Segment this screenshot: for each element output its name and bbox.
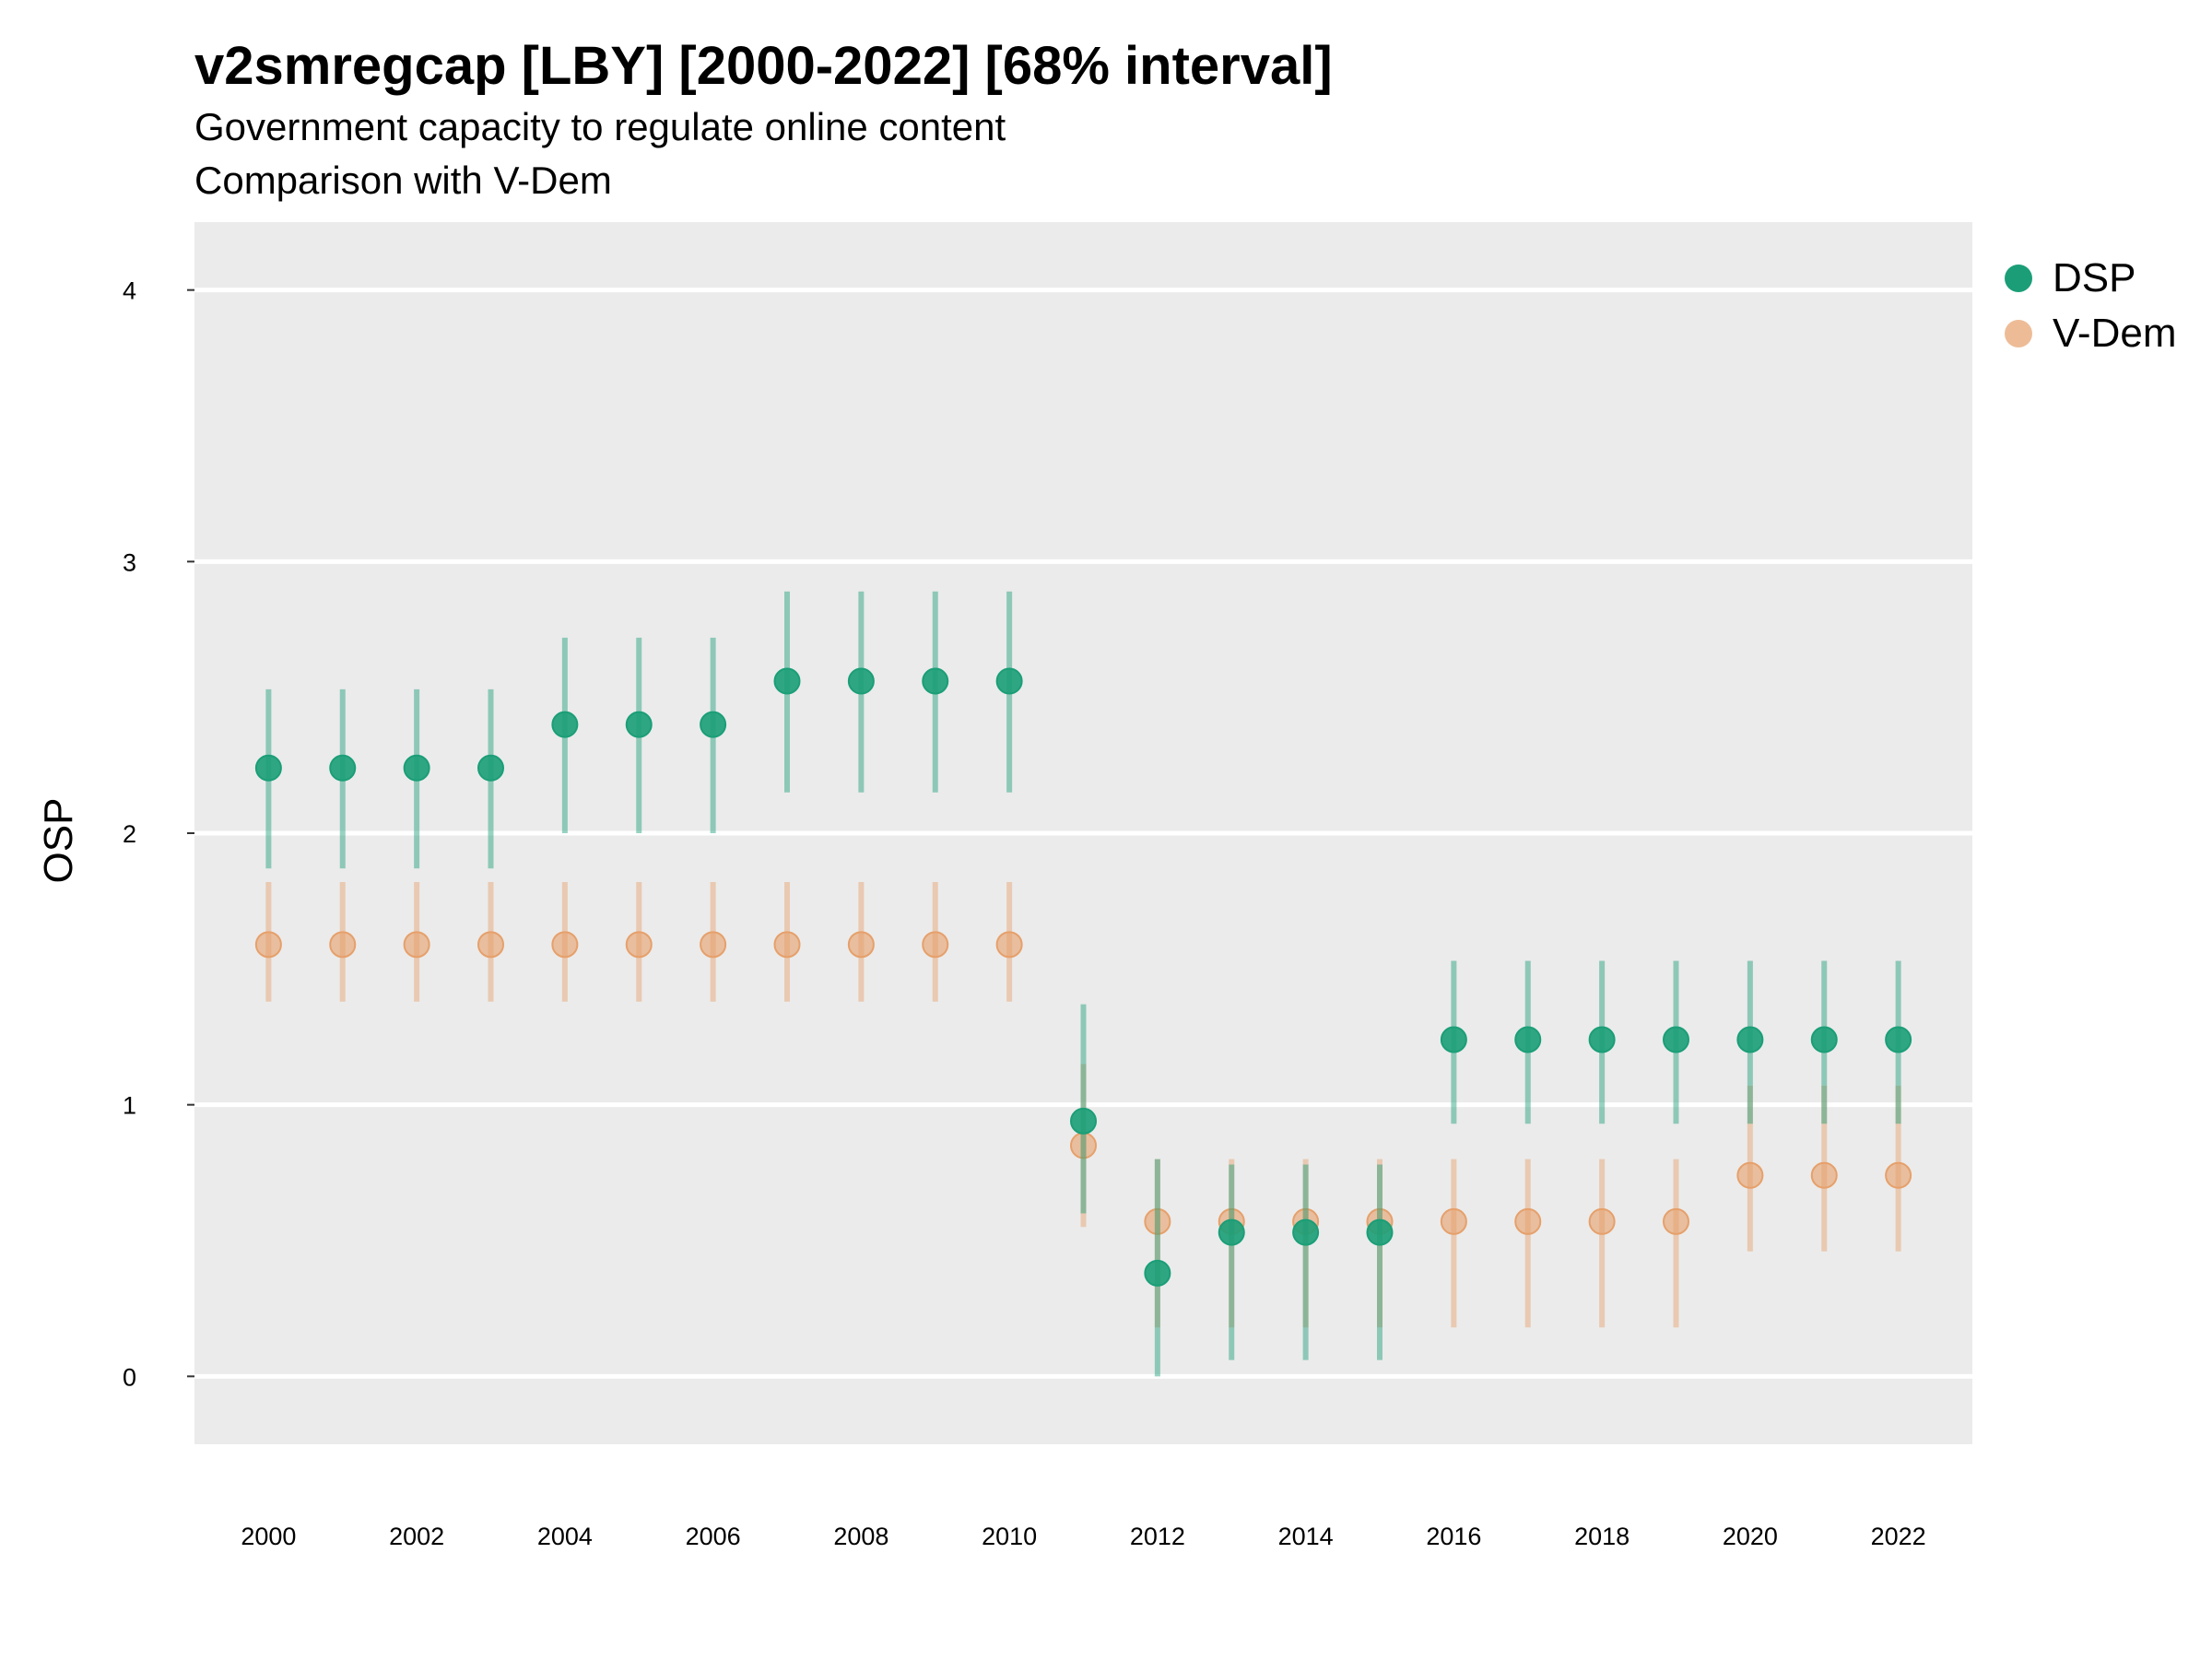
x-tick-label: 2018 [1574,1523,1630,1550]
legend-item-vdem: V-Dem [2005,306,2176,361]
x-tick-label: 2010 [982,1523,1037,1550]
point-vdem [477,931,504,959]
x-tick-label: 2016 [1426,1523,1481,1550]
y-tick-label: 1 [123,1092,136,1120]
grid-lines [194,288,1972,1379]
point-dsp [1514,1026,1542,1053]
point-vdem [1514,1207,1542,1235]
x-tick-label: 2006 [686,1523,741,1550]
point-vdem [995,931,1023,959]
point-dsp [329,754,357,782]
point-vdem [847,931,875,959]
legend-key-dsp [2005,265,2032,292]
x-tick-label: 2020 [1723,1523,1778,1550]
point-vdem [1736,1161,1764,1189]
point-vdem [254,931,282,959]
chart-title: v2smregcap [LBY] [2000-2022] [68% interv… [194,36,1333,96]
point-dsp [403,754,430,782]
point-dsp [995,667,1023,695]
point-vdem [329,931,357,959]
legend: DSP V-Dem [2005,251,2176,361]
point-dsp [1810,1026,1838,1053]
point-dsp [773,667,801,695]
y-tick-label: 4 [123,277,136,305]
legend-label-dsp: DSP [2053,255,2136,300]
point-dsp [551,711,579,738]
legend-label-vdem: V-Dem [2053,311,2177,356]
point-dsp [1885,1026,1912,1053]
chart-subtitle-comparison: Comparison with V-Dem [194,159,612,202]
point-vdem [1885,1161,1912,1189]
point-vdem [1440,1207,1467,1235]
point-vdem [625,931,653,959]
point-vdem [1144,1207,1171,1235]
point-dsp [1588,1026,1616,1053]
point-vdem [1588,1207,1616,1235]
point-vdem [773,931,801,959]
point-dsp [1144,1259,1171,1287]
point-dsp [847,667,875,695]
point-vdem [403,931,430,959]
x-axis-ticks: 2000 2002 2004 2006 2008 2010 2012 2014 2016 2018… [241,1523,1925,1550]
point-vdem [1663,1207,1689,1235]
point-dsp [1366,1218,1394,1246]
point-vdem [551,931,579,959]
data-marks [254,591,1912,1377]
point-dsp [477,754,504,782]
point-dsp [700,711,727,738]
x-tick-label: 2012 [1130,1523,1185,1550]
point-vdem [700,931,727,959]
point-dsp [1292,1218,1320,1246]
x-tick-label: 2022 [1871,1523,1926,1550]
x-tick-label: 2002 [389,1523,444,1550]
point-dsp [254,754,282,782]
y-tick-label: 2 [123,820,136,848]
legend-key-vdem [2005,320,2032,347]
x-tick-label: 2008 [833,1523,888,1550]
x-tick-label: 2004 [537,1523,593,1550]
legend-item-dsp: DSP [2005,251,2176,306]
chart-subtitle: Government capacity to regulate online c… [194,105,1006,148]
point-dsp [1736,1026,1764,1053]
y-axis-label: OSP [36,798,81,884]
point-vdem [922,931,949,959]
point-vdem [1810,1161,1838,1189]
y-tick-label: 0 [123,1363,136,1391]
y-tick-label: 3 [123,548,136,576]
point-dsp [1070,1107,1097,1135]
x-tick-label: 2014 [1278,1523,1334,1550]
point-dsp [1663,1026,1689,1053]
point-dsp [1218,1218,1245,1246]
point-dsp [625,711,653,738]
point-dsp [1440,1026,1467,1053]
y-axis-ticks: 0 1 2 3 4 [123,277,194,1391]
x-tick-label: 2000 [241,1523,296,1550]
point-dsp [922,667,949,695]
